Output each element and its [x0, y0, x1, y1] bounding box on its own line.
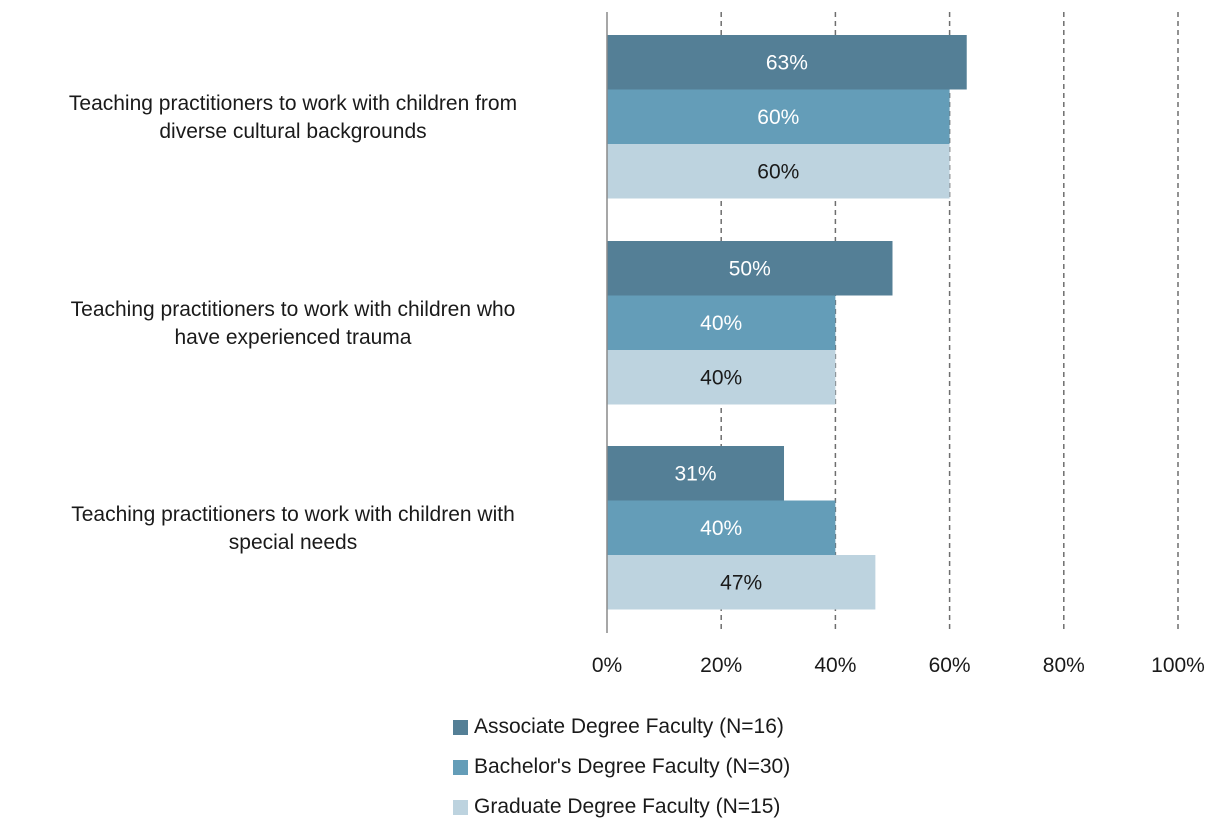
bar — [607, 555, 876, 610]
bar-value-label: 63% — [766, 51, 808, 74]
bars: 63% 50% 31% 60% 40% 40% 60% 40% 47% — [607, 35, 967, 610]
legend-swatch-bachelors — [453, 759, 468, 775]
bar-value-label: 50% — [729, 257, 771, 280]
bar — [607, 89, 950, 144]
legend: Associate Degree Faculty (N=16) Bachelor… — [453, 707, 790, 827]
bar — [607, 241, 893, 296]
x-tick-label: 60% — [929, 654, 971, 677]
legend-label-bachelors: Bachelor's Degree Faculty (N=30) — [474, 755, 791, 778]
bar — [607, 295, 836, 350]
bar — [607, 144, 950, 199]
legend-swatch-associate — [453, 719, 468, 735]
x-tick-label: 100% — [1151, 654, 1205, 677]
bar — [607, 446, 785, 501]
category-label: Teaching practitioners to work with chil… — [71, 298, 516, 349]
legend-swatch-graduate — [453, 799, 468, 815]
bar — [607, 350, 836, 405]
legend-label-graduate: Graduate Degree Faculty (N=15) — [474, 795, 781, 818]
x-tick-label: 40% — [814, 654, 856, 677]
bar-value-label: 40% — [700, 517, 742, 540]
bar-chart: 63% 50% 31% 60% 40% 40% 60% 40% 47% 0% 20% 40% 60% 8… — [69, 12, 1205, 677]
bar — [607, 500, 836, 555]
category-labels: Teaching practitioners to work with chil… — [69, 92, 517, 554]
category-label: Teaching practitioners to work with chil… — [69, 92, 517, 143]
bar-value-label: 60% — [757, 106, 799, 129]
category-label: Teaching practitioners to work with chil… — [71, 503, 515, 554]
legend-item-bachelors: Bachelor's Degree Faculty (N=30) — [453, 747, 790, 787]
bar-value-label: 40% — [700, 366, 742, 389]
legend-item-graduate: Graduate Degree Faculty (N=15) — [453, 787, 790, 827]
legend-label-associate: Associate Degree Faculty (N=16) — [474, 715, 784, 738]
value-axis: 0% 20% 40% 60% 80% 100% — [592, 12, 1205, 677]
legend-item-associate: Associate Degree Faculty (N=16) — [453, 707, 790, 747]
x-tick-label: 0% — [592, 654, 622, 677]
x-tick-label: 20% — [700, 654, 742, 677]
bar — [607, 35, 967, 90]
bar-value-label: 40% — [700, 312, 742, 335]
bar-value-label: 60% — [757, 160, 799, 183]
bar-value-label: 47% — [720, 571, 762, 594]
bar-value-label: 31% — [674, 462, 716, 485]
x-tick-label: 80% — [1043, 654, 1085, 677]
